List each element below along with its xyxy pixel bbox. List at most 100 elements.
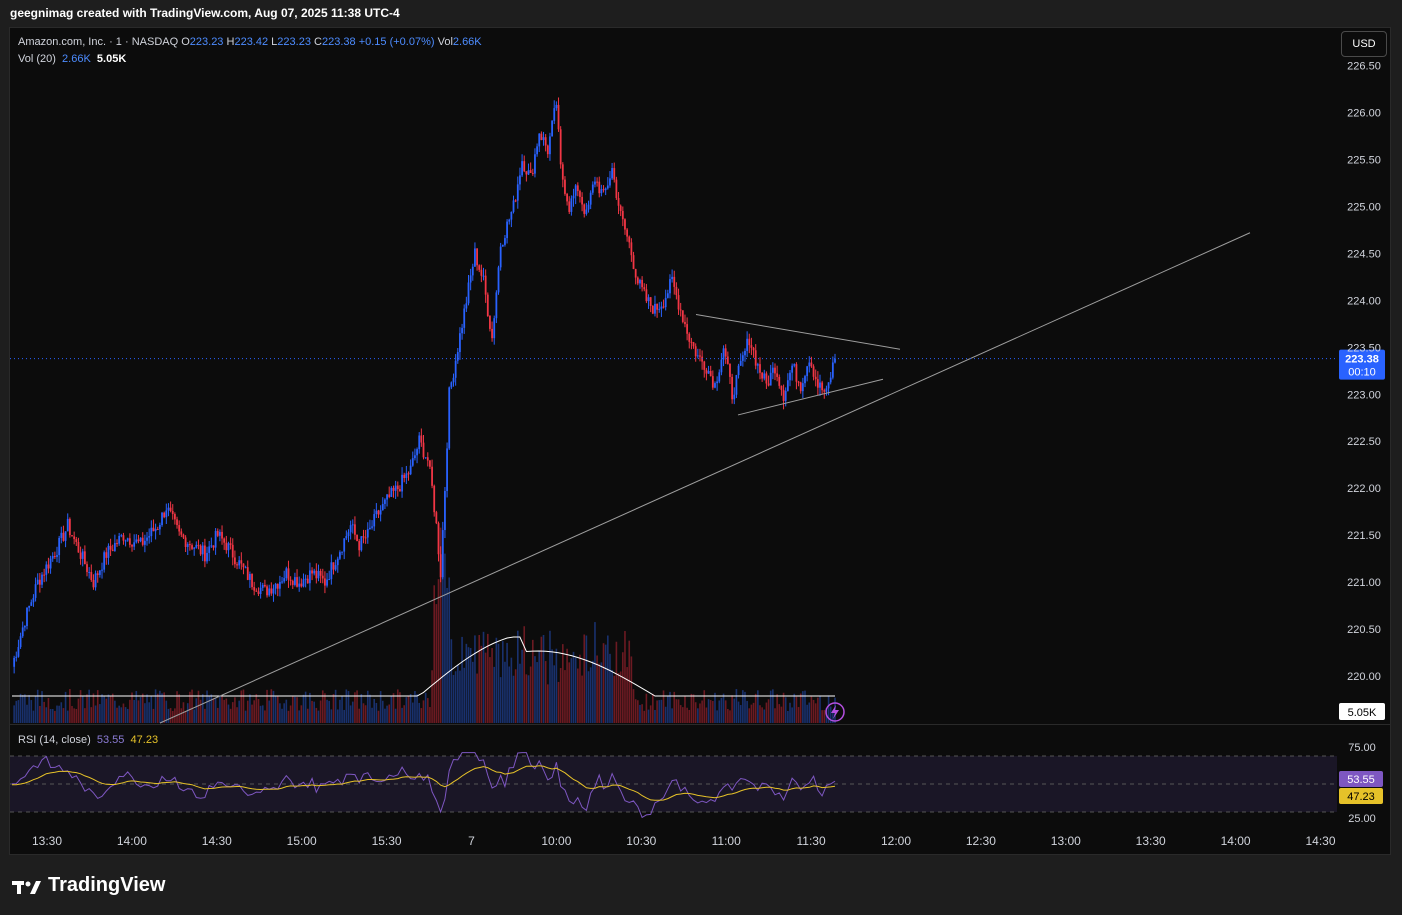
candle-body: [336, 558, 339, 566]
candle-body: [339, 552, 341, 559]
volume-bar: [56, 705, 58, 723]
volume-bar: [332, 694, 335, 723]
volume-bar: [225, 698, 228, 723]
volume-legend[interactable]: Vol (20) 2.66K 5.05K: [18, 53, 126, 65]
candle-body: [326, 579, 328, 586]
volume-badge-text: 5.05K: [1348, 707, 1377, 719]
candle-body: [218, 531, 221, 536]
triangle-upper-line[interactable]: [695, 313, 901, 350]
candle-body: [724, 348, 727, 357]
volume-bar: [645, 693, 648, 723]
volume-bar: [538, 650, 541, 723]
volume-bar: [720, 697, 723, 723]
candle-body: [799, 382, 802, 392]
volume-bar: [405, 697, 408, 723]
candle-body: [508, 219, 511, 222]
volume-bar: [167, 708, 170, 723]
candle-body: [564, 179, 566, 194]
candle-body: [630, 242, 633, 256]
candle-body: [201, 545, 204, 555]
rsi-legend[interactable]: RSI (14, close) 53.55 47.23: [18, 734, 158, 746]
volume-bar: [129, 699, 131, 723]
candle-body: [270, 588, 273, 594]
volume-bar: [24, 694, 26, 723]
candle-body: [484, 275, 487, 295]
price-tick-label: 225.50: [1347, 154, 1381, 166]
candle-body: [677, 295, 680, 310]
candle-body: [634, 269, 637, 278]
volume-bar: [667, 695, 669, 723]
candle-body: [285, 568, 288, 579]
volume-bar: [568, 662, 571, 723]
volume-bar: [572, 651, 575, 723]
candle-body: [96, 573, 99, 575]
volume-bar: [750, 704, 753, 723]
volume-bar: [358, 708, 361, 723]
volume-bar: [208, 696, 210, 723]
volume-bar: [422, 700, 425, 723]
rsi-tick-label: 25.00: [1348, 813, 1376, 825]
candle-body: [666, 293, 669, 298]
volume-bar: [270, 689, 273, 723]
volume-bar: [141, 693, 144, 723]
volume-bar: [673, 691, 676, 723]
lightning-icon[interactable]: [825, 702, 845, 722]
ascending-trendline[interactable]: [159, 232, 1251, 724]
candle-body: [555, 104, 558, 109]
volume-bar: [690, 693, 693, 723]
volume-bar: [62, 708, 65, 723]
candle-body: [17, 647, 20, 657]
volume-bar: [313, 701, 315, 723]
triangle-lower-line[interactable]: [737, 378, 884, 416]
candle-body: [786, 380, 789, 391]
candle-body: [83, 551, 86, 565]
volume-bar: [679, 705, 682, 723]
volume-bar: [542, 635, 545, 723]
candle-body: [765, 373, 768, 384]
volume-bar: [251, 704, 253, 723]
volume-bar: [165, 700, 168, 723]
volume-bar: [641, 704, 643, 723]
candle-body: [184, 537, 187, 548]
volume-bar: [810, 696, 813, 723]
volume-bar: [703, 690, 706, 723]
volume-bar: [791, 707, 793, 723]
candle-body: [366, 529, 369, 538]
volume-bar: [727, 709, 729, 723]
candle-body: [621, 210, 624, 220]
candle-body: [797, 381, 800, 383]
currency-button[interactable]: USD: [1341, 31, 1387, 57]
candle-body: [227, 543, 230, 551]
volume-bar: [444, 553, 446, 723]
candle-body: [454, 360, 457, 378]
candle-body: [589, 192, 592, 205]
volume-bar: [152, 708, 155, 723]
lightning-bolt-icon: [831, 705, 839, 719]
volume-bar: [15, 700, 18, 723]
volume-bar: [619, 671, 622, 723]
volume-bar: [371, 707, 373, 723]
volume-bar: [416, 694, 418, 723]
volume-bar: [319, 700, 322, 723]
volume-bar: [264, 710, 266, 723]
candle-body: [649, 297, 652, 306]
volume-bar: [733, 698, 736, 723]
candle-body: [274, 583, 277, 589]
volume-bar: [731, 695, 733, 723]
volume-bar: [574, 657, 577, 723]
volume-bar: [88, 689, 90, 723]
candle-body: [124, 540, 127, 542]
symbol-label[interactable]: Amazon.com, Inc. · 1 · NASDAQ: [18, 36, 179, 48]
candle-body: [482, 275, 485, 277]
candle-body: [821, 382, 824, 391]
volume-bar: [564, 670, 566, 723]
volume-bar: [622, 652, 624, 723]
volume-bar: [246, 700, 249, 723]
candle-body: [823, 390, 826, 392]
volume-bar: [414, 691, 416, 723]
volume-bar: [379, 691, 382, 723]
volume-bar: [199, 699, 202, 723]
volume-bar: [446, 587, 448, 723]
volume-bar: [581, 675, 583, 723]
